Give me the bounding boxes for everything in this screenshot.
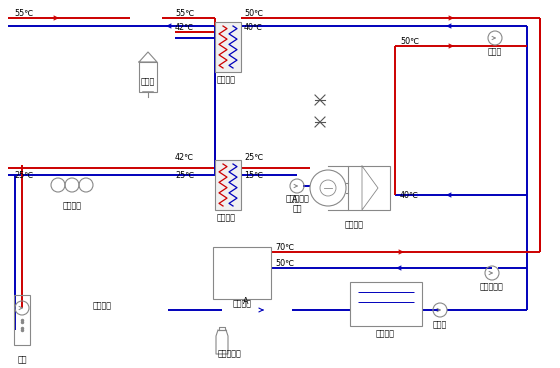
Text: 15℃: 15℃ [244, 170, 263, 180]
Text: 锅炉循环泵: 锅炉循环泵 [480, 283, 504, 291]
Text: 40℃: 40℃ [400, 191, 419, 199]
Text: 50℃: 50℃ [244, 10, 263, 18]
Text: 25℃: 25℃ [244, 153, 263, 163]
Text: 55℃: 55℃ [175, 10, 194, 18]
Text: 接自来水: 接自来水 [93, 301, 112, 311]
Text: 70℃: 70℃ [275, 244, 294, 252]
Text: A: A [243, 297, 249, 307]
Text: 软化水筻: 软化水筻 [376, 329, 394, 339]
Text: 井组: 井组 [17, 355, 27, 364]
Text: 燃气锅炉: 燃气锅炉 [232, 300, 251, 308]
Bar [215, 160, 241, 210]
Bar [139, 62, 157, 92]
Bar [348, 166, 390, 210]
Bar [213, 247, 271, 299]
Text: 一级板换: 一级板换 [217, 75, 236, 85]
Bar [215, 22, 241, 72]
Text: 循环泵: 循环泵 [488, 47, 502, 57]
Text: 42℃: 42℃ [175, 24, 194, 32]
Text: 40℃: 40℃ [244, 24, 263, 32]
Text: 补水泵: 补水泵 [433, 321, 447, 329]
Text: 热泵中间循
环泵: 热泵中间循 环泵 [285, 194, 309, 214]
Text: 回灸设施: 回灸设施 [63, 202, 82, 210]
Text: 50℃: 50℃ [275, 258, 294, 268]
Text: 软化水装置: 软化水装置 [218, 350, 242, 358]
Text: 除沙器: 除沙器 [141, 78, 155, 86]
Text: 二级板换: 二级板换 [217, 213, 236, 223]
Bar [350, 282, 422, 326]
Text: 25℃: 25℃ [14, 171, 33, 180]
Text: A: A [292, 195, 298, 205]
Bar [14, 295, 30, 345]
Text: 50℃: 50℃ [400, 38, 419, 46]
Text: 42℃: 42℃ [175, 153, 194, 163]
Text: 55℃: 55℃ [14, 10, 33, 18]
Text: 热泵机组: 热泵机组 [344, 220, 363, 230]
Text: 25℃: 25℃ [175, 170, 194, 180]
